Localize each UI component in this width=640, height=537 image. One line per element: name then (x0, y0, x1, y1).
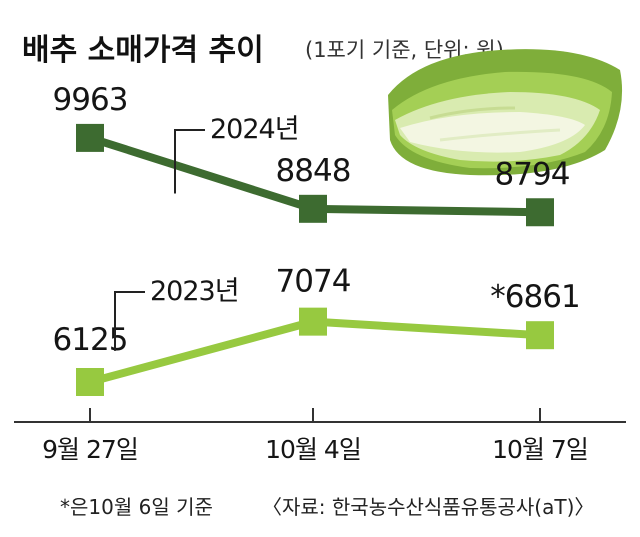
data-point-marker (526, 198, 554, 227)
data-point-marker (299, 194, 327, 223)
data-point-marker (526, 321, 554, 350)
data-point-marker (76, 123, 104, 152)
chart-title: 배추 소매가격 추이 (22, 33, 264, 68)
source-credit: 〈자료: 한국농수산식품유통공사(aT)〉 (262, 495, 594, 519)
data-label: 9963 (53, 82, 128, 118)
x-tick-label: 10월 7일 (492, 435, 588, 464)
data-label: 7074 (276, 264, 351, 300)
data-point-marker (76, 368, 104, 396)
x-tick-label: 9월 27일 (42, 435, 138, 464)
napa-cabbage-photo (388, 49, 623, 176)
data-label: 6125 (53, 322, 128, 358)
data-point-marker (299, 307, 327, 336)
series-leader-line (114, 291, 145, 351)
data-label: *6861 (490, 279, 579, 315)
series-leader-line (174, 129, 205, 194)
footnote: *은10월 6일 기준 (60, 495, 213, 519)
data-label: 8848 (276, 153, 351, 189)
data-label: 8794 (495, 156, 570, 192)
series-label: 2023년 (150, 276, 239, 307)
x-tick-label: 10월 4일 (265, 435, 361, 464)
series-label: 2024년 (210, 114, 299, 145)
